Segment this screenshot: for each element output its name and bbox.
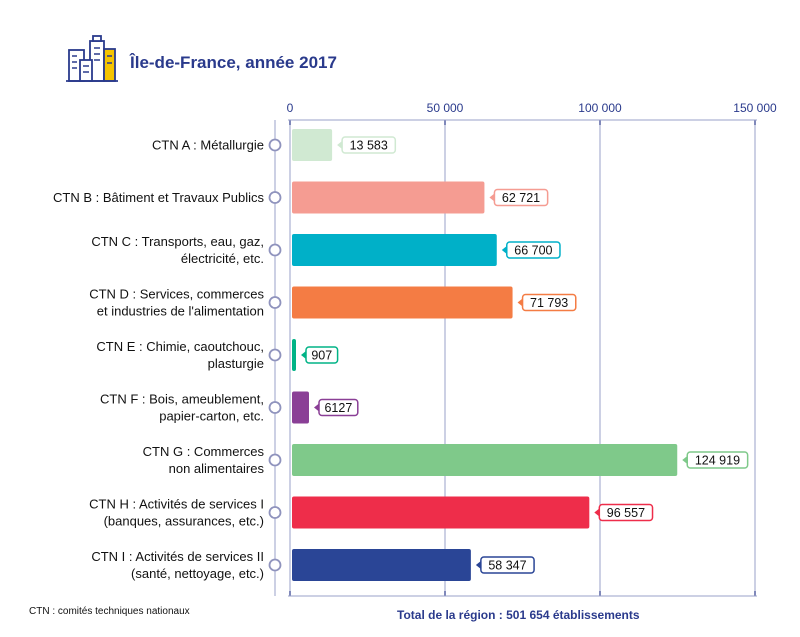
category-marker [268, 401, 282, 414]
category-label: CTN F : Bois, ameublement, [100, 392, 264, 407]
header: Île-de-France, année 2017 [66, 32, 337, 84]
value-label-pointer [489, 193, 495, 202]
value-label: 96 557 [607, 506, 645, 520]
category-label: CTN D : Services, commerces [89, 287, 264, 302]
value-label-box [341, 136, 397, 154]
category-label: (banques, assurances, etc.) [104, 514, 264, 529]
category-label: CTN H : Activités de services I [89, 497, 264, 512]
category-label: plasturgie [208, 356, 264, 371]
category-label: non alimentaires [169, 461, 265, 476]
value-label: 62 721 [502, 191, 540, 205]
bar [292, 549, 471, 581]
value-label-pointer [682, 456, 688, 464]
value-label-box [480, 556, 535, 574]
bars: 13 583 62 721 66 700 71 793 907 6127 124 919 96… [292, 129, 749, 581]
value-label: 66 700 [514, 244, 552, 258]
category-axis: CTN A : Métallurgie CTN B : Bâtiment et T… [53, 120, 282, 596]
bar [292, 181, 485, 214]
footnote: CTN : comités techniques nationaux [29, 606, 190, 617]
value-label-box [506, 241, 561, 259]
value-label: 13 583 [350, 139, 388, 153]
category-marker [268, 348, 282, 362]
value-label-pointer [313, 403, 319, 412]
category-label: CTN B : Bâtiment et Travaux Publics [53, 190, 264, 205]
category-marker [268, 453, 282, 467]
category-label: CTN C : Transports, eau, gaz, [91, 234, 264, 249]
value-label: 58 347 [488, 559, 526, 573]
category-marker [268, 243, 282, 257]
value-label: 124 919 [695, 454, 740, 468]
tick-label: 0 [287, 101, 294, 115]
category-label: CTN A : Métallurgie [152, 138, 264, 153]
chart-title: Île-de-France, année 2017 [130, 53, 337, 72]
value-label-box [493, 188, 549, 207]
value-label-box [318, 398, 359, 417]
category-label: CTN I : Activités de services II [91, 549, 264, 564]
category-label: électricité, etc. [181, 251, 264, 266]
category-label: et industries de l'alimentation [97, 304, 264, 319]
tick-label: 50 000 [427, 101, 464, 115]
value-label-pointer [337, 141, 343, 149]
value-label-pointer [301, 351, 306, 359]
value-label-box [686, 451, 749, 469]
bar [292, 234, 497, 266]
tick-label: 150 000 [733, 101, 777, 115]
category-label: CTN E : Chimie, caoutchouc, [96, 339, 264, 354]
category-label: (santé, nettoyage, etc.) [131, 566, 264, 581]
tick-label: 100 000 [578, 101, 622, 115]
total-label: Total de la région : 501 654 établisseme… [397, 608, 640, 622]
value-label-box [521, 293, 577, 312]
city-buildings-icon [66, 35, 118, 82]
value-label: 6127 [324, 401, 352, 415]
category-marker [268, 138, 282, 152]
category-marker [268, 191, 282, 204]
bar [292, 444, 678, 476]
category-marker [268, 558, 282, 572]
bar [292, 391, 309, 424]
value-label-box [305, 346, 339, 364]
value-label-box [598, 503, 654, 522]
value-label-pointer [501, 246, 507, 254]
bar [292, 286, 513, 319]
category-marker [268, 506, 282, 519]
value-label-pointer [517, 298, 523, 307]
category-label: papier-carton, etc. [159, 409, 264, 424]
bar [292, 496, 590, 529]
bar [292, 129, 333, 161]
bar [292, 339, 296, 371]
category-label: CTN G : Commerces [143, 444, 265, 459]
value-label: 907 [311, 349, 332, 363]
category-marker [268, 296, 282, 309]
value-label-pointer [475, 561, 481, 569]
value-label-pointer [594, 508, 600, 517]
value-label: 71 793 [530, 296, 568, 310]
